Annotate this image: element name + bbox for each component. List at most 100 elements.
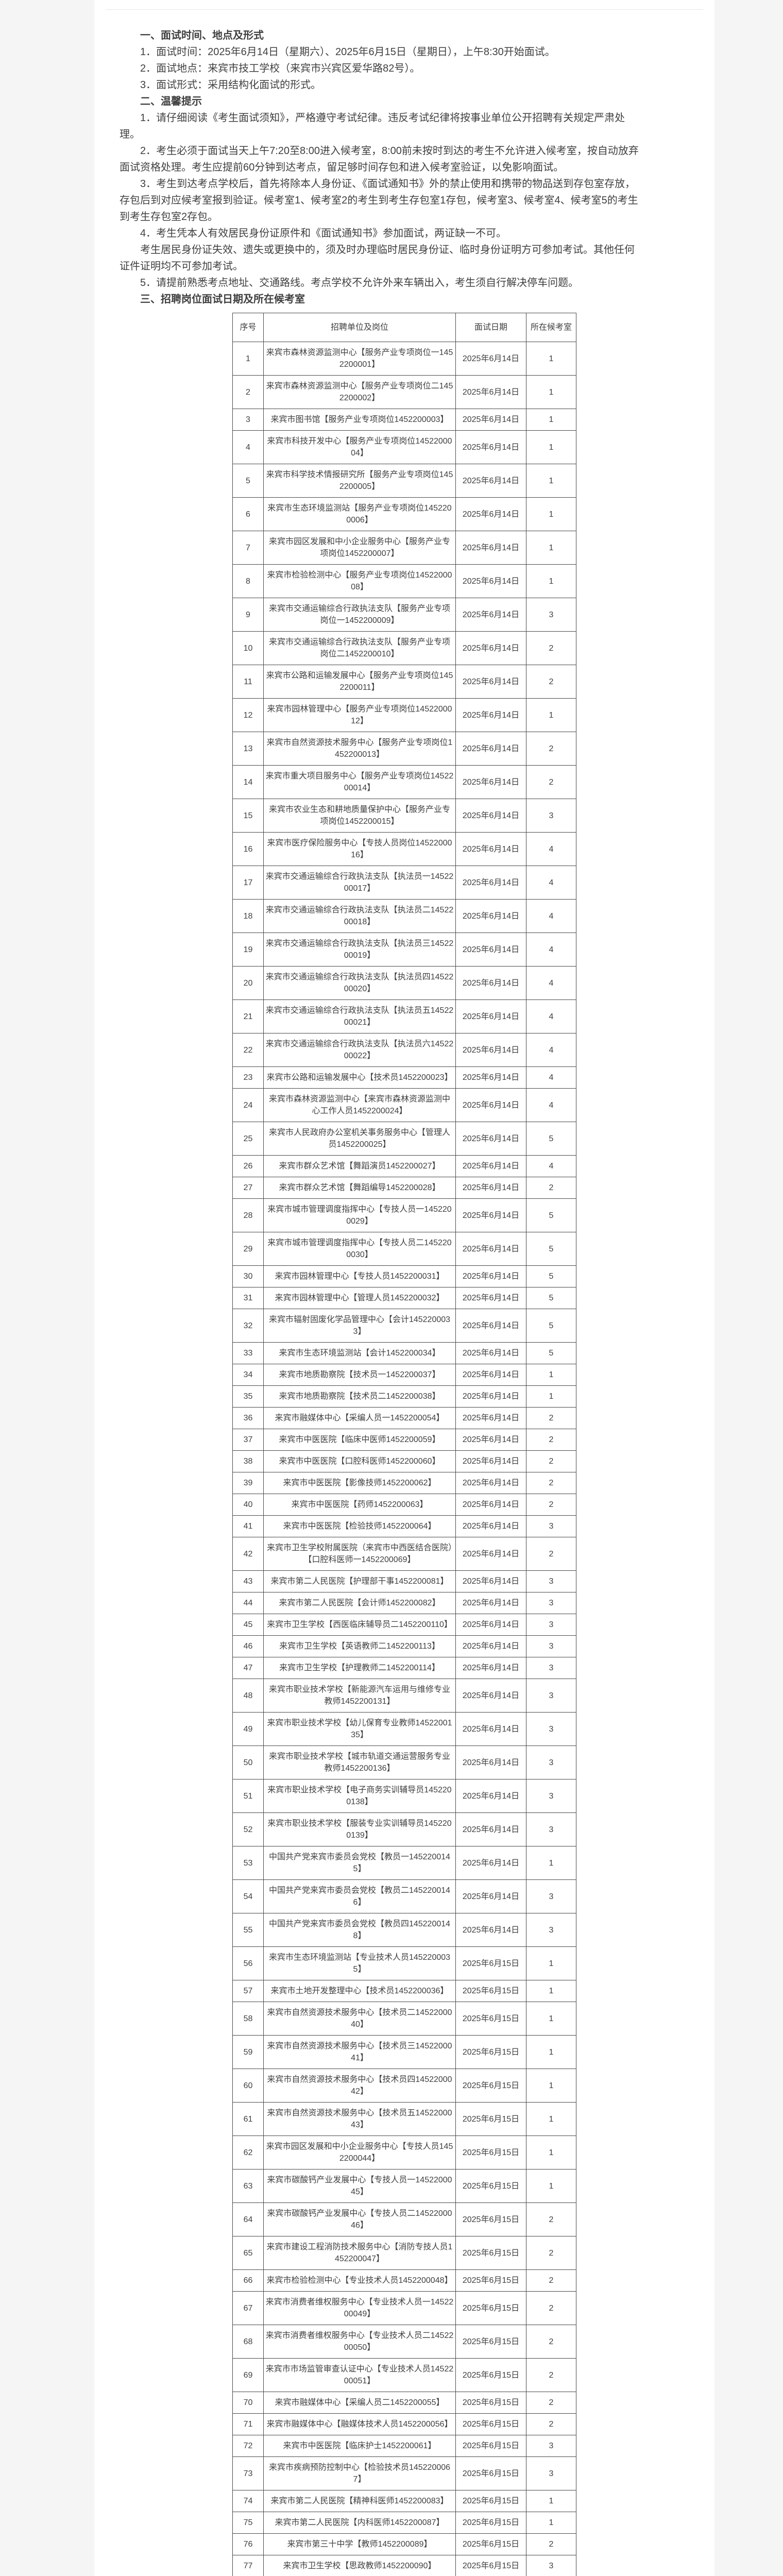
cell-unit-position: 来宾市科技开发中心【服务产业专项岗位1452200004】	[263, 430, 456, 464]
table-row: 6 来宾市生态环境监测站【服务产业专项岗位1452200006】 2025年6月14…	[232, 497, 576, 531]
table-row: 58 来宾市自然资源技术服务中心【技术员二1452200040】 2025年6月15…	[232, 2002, 576, 2036]
table-row: 38 来宾市中医医院【口腔科医师1452200060】 2025年6月14日 2	[232, 1450, 576, 1472]
cell-unit-position: 来宾市交通运输综合行政执法支队【执法员六1452200022】	[263, 1033, 456, 1067]
cell-interview-date: 2025年6月14日	[455, 1342, 526, 1364]
cell-unit-position: 来宾市生态环境监测站【会计1452200034】	[263, 1342, 456, 1364]
table-row: 63 来宾市碳酸钙产业发展中心【专技人员一1452200045】 2025年6月15…	[232, 2169, 576, 2203]
cell-number: 59	[232, 2035, 264, 2069]
cell-unit-position: 来宾市科学技术情报研究所【服务产业专项岗位1452200005】	[263, 464, 456, 498]
cell-waiting-room: 3	[526, 1614, 576, 1636]
cell-unit-position: 来宾市检验检测中心【专业技术人员1452200048】	[263, 2269, 456, 2292]
cell-waiting-room: 4	[526, 899, 576, 933]
cell-waiting-room: 4	[526, 999, 576, 1033]
cell-interview-date: 2025年6月15日	[455, 1980, 526, 2002]
cell-waiting-room: 3	[526, 1657, 576, 1679]
table-row: 72 来宾市中医医院【临床护士1452200061】 2025年6月15日 3	[232, 2435, 576, 2457]
cell-unit-position: 来宾市森林资源监测中心【服务产业专项岗位一1452200001】	[263, 342, 456, 376]
cell-unit-position: 来宾市公路和运输发展中心【技术员1452200023】	[263, 1066, 456, 1089]
cell-interview-date: 2025年6月15日	[455, 2413, 526, 2435]
cell-interview-date: 2025年6月15日	[455, 2533, 526, 2555]
cell-number: 23	[232, 1066, 264, 1089]
cell-unit-position: 来宾市第二人民医院【内科医师1452200087】	[263, 2512, 456, 2534]
table-row: 49 来宾市职业技术学校【幼儿保育专业教师1452200135】 2025年6月14…	[232, 1712, 576, 1746]
cell-interview-date: 2025年6月14日	[455, 1450, 526, 1472]
cell-unit-position: 来宾市城市管理调度指挥中心【专技人员一1452200029】	[263, 1198, 456, 1232]
cell-interview-date: 2025年6月15日	[455, 2291, 526, 2325]
cell-number: 38	[232, 1450, 264, 1472]
cell-number: 67	[232, 2291, 264, 2325]
cell-number: 31	[232, 1287, 264, 1309]
table-row: 68 来宾市消费者维权服务中心【专业技术人员二1452200050】 2025年6月…	[232, 2325, 576, 2359]
table-row: 1 来宾市森林资源监测中心【服务产业专项岗位一1452200001】 2025年6月…	[232, 342, 576, 376]
table-row: 66 来宾市检验检测中心【专业技术人员1452200048】 2025年6月15日 2	[232, 2269, 576, 2292]
cell-interview-date: 2025年6月14日	[455, 1122, 526, 1156]
table-row: 64 来宾市碳酸钙产业发展中心【专技人员二1452200046】 2025年6月15…	[232, 2202, 576, 2236]
cell-unit-position: 来宾市职业技术学校【城市轨道交通运营服务专业教师1452200136】	[263, 1745, 456, 1780]
table-row: 40 来宾市中医医院【药师1452200063】 2025年6月14日 2	[232, 1494, 576, 1516]
cell-unit-position: 来宾市融媒体中心【采编人员二1452200055】	[263, 2392, 456, 2414]
cell-unit-position: 来宾市交通运输综合行政执法支队【服务产业专项岗位二1452200010】	[263, 631, 456, 665]
notice-article-card: 一、面试时间、地点及形式 1．面试时间：2025年6月14日（星期六）、2025年…	[94, 0, 714, 2576]
table-row: 22 来宾市交通运输综合行政执法支队【执法员六1452200022】 2025年6月…	[232, 1033, 576, 1067]
cell-number: 72	[232, 2435, 264, 2457]
cell-waiting-room: 2	[526, 732, 576, 766]
cell-waiting-room: 3	[526, 1812, 576, 1846]
cell-unit-position: 来宾市医疗保险服务中心【专技人员岗位1452200016】	[263, 832, 456, 866]
cell-interview-date: 2025年6月15日	[455, 2325, 526, 2359]
table-row: 62 来宾市园区发展和中小企业服务中心【专技人员1452200044】 2025年6…	[232, 2136, 576, 2170]
cell-number: 41	[232, 1515, 264, 1537]
cell-interview-date: 2025年6月14日	[455, 1679, 526, 1713]
table-row: 2 来宾市森林资源监测中心【服务产业专项岗位二1452200002】 2025年6月…	[232, 375, 576, 409]
cell-interview-date: 2025年6月15日	[455, 2202, 526, 2236]
cell-waiting-room: 4	[526, 933, 576, 967]
cell-number: 42	[232, 1537, 264, 1571]
cell-interview-date: 2025年6月15日	[455, 2169, 526, 2203]
cell-waiting-room: 1	[526, 1946, 576, 1980]
table-row: 50 来宾市职业技术学校【城市轨道交通运营服务专业教师1452200136】 202…	[232, 1745, 576, 1780]
cell-unit-position: 来宾市自然资源技术服务中心【技术员二1452200040】	[263, 2002, 456, 2036]
cell-unit-position: 来宾市消费者维权服务中心【专业技术人员一1452200049】	[263, 2291, 456, 2325]
cell-number: 22	[232, 1033, 264, 1067]
column-header-interview-date: 面试日期	[455, 313, 526, 342]
cell-waiting-room: 1	[526, 2512, 576, 2534]
cell-unit-position: 来宾市检验检测中心【服务产业专项岗位1452200008】	[263, 564, 456, 598]
cell-waiting-room: 4	[526, 1033, 576, 1067]
cell-interview-date: 2025年6月14日	[455, 1407, 526, 1429]
cell-interview-date: 2025年6月14日	[455, 1066, 526, 1089]
table-row: 70 来宾市融媒体中心【采编人员二1452200055】 2025年6月15日 2	[232, 2392, 576, 2414]
cell-waiting-room: 3	[526, 1712, 576, 1746]
cell-waiting-room: 2	[526, 2358, 576, 2392]
cell-number: 46	[232, 1635, 264, 1657]
cell-unit-position: 来宾市中医医院【影像技师1452200062】	[263, 1472, 456, 1494]
cell-waiting-room: 2	[526, 1494, 576, 1516]
cell-interview-date: 2025年6月14日	[455, 1779, 526, 1813]
table-row: 44 来宾市第二人民医院【会计师1452200082】 2025年6月14日 3	[232, 1592, 576, 1614]
cell-interview-date: 2025年6月14日	[455, 1712, 526, 1746]
cell-waiting-room: 1	[526, 2169, 576, 2203]
cell-number: 60	[232, 2069, 264, 2103]
cell-waiting-room: 1	[526, 1980, 576, 2002]
table-row: 36 来宾市融媒体中心【采编人员一1452200054】 2025年6月14日 2	[232, 1407, 576, 1429]
cell-number: 43	[232, 1570, 264, 1592]
table-row: 21 来宾市交通运输综合行政执法支队【执法员五1452200021】 2025年6月…	[232, 999, 576, 1033]
table-row: 35 来宾市地质勘察院【技术员二1452200038】 2025年6月14日 1	[232, 1385, 576, 1408]
cell-number: 66	[232, 2269, 264, 2292]
cell-interview-date: 2025年6月14日	[455, 1592, 526, 1614]
cell-interview-date: 2025年6月15日	[455, 2035, 526, 2069]
cell-waiting-room: 5	[526, 1122, 576, 1156]
cell-number: 32	[232, 1309, 264, 1343]
cell-waiting-room: 3	[526, 1592, 576, 1614]
cell-number: 50	[232, 1745, 264, 1780]
cell-waiting-room: 4	[526, 1088, 576, 1122]
cell-number: 14	[232, 765, 264, 799]
cell-waiting-room: 2	[526, 1472, 576, 1494]
cell-waiting-room: 2	[526, 2325, 576, 2359]
table-row: 57 来宾市土地开发整理中心【技术员1452200036】 2025年6月15日 1	[232, 1980, 576, 2002]
cell-interview-date: 2025年6月14日	[455, 1287, 526, 1309]
cell-number: 35	[232, 1385, 264, 1408]
cell-waiting-room: 3	[526, 2456, 576, 2490]
table-row: 4 来宾市科技开发中心【服务产业专项岗位1452200004】 2025年6月14日…	[232, 430, 576, 464]
cell-unit-position: 来宾市图书馆【服务产业专项岗位1452200003】	[263, 409, 456, 431]
cell-interview-date: 2025年6月14日	[455, 765, 526, 799]
notice-paragraph: 4．考生凭本人有效居民身份证原件和《面试通知书》参加面试，两证缺一不可。	[140, 228, 507, 239]
